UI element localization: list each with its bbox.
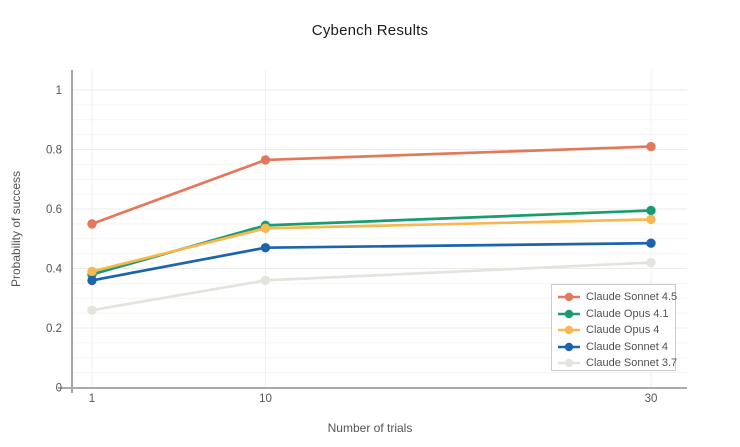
legend-item-label: Claude Opus 4.1	[586, 307, 669, 320]
data-point	[87, 266, 97, 277]
legend-marker-icon	[558, 342, 580, 351]
legend-item-label: Claude Sonnet 4.5	[586, 291, 678, 304]
legend-item: Claude Opus 4.1	[557, 306, 675, 323]
data-point	[87, 305, 97, 315]
legend: Claude Sonnet 4.5 Claude Opus 4.1 Claude O…	[551, 284, 678, 372]
legend-item: Claude Sonnet 3.7	[557, 355, 678, 372]
series-line	[90, 145, 653, 226]
data-point	[87, 275, 97, 286]
y-tick-label: 1	[56, 85, 62, 97]
data-point	[646, 214, 656, 225]
x-tick-label: 1	[89, 393, 95, 405]
legend-item-label: Claude Sonnet 4	[586, 340, 668, 353]
data-point	[646, 238, 656, 248]
y-tick-label: 0.8	[46, 145, 62, 157]
data-point	[646, 205, 656, 216]
y-tick-label: 0	[56, 383, 62, 395]
data-point	[260, 275, 271, 286]
legend-item-label: Claude Opus 4	[586, 324, 660, 337]
data-point	[646, 257, 656, 268]
data-point	[260, 223, 271, 234]
legend-item: Claude Opus 4	[557, 322, 675, 339]
y-tick-label: 0.2	[46, 323, 62, 335]
legend-marker-icon	[558, 293, 580, 302]
legend-item-label: Claude Sonnet 3.7	[586, 357, 678, 370]
y-tick-label: 0.4	[46, 264, 63, 276]
data-point	[646, 141, 656, 152]
x-tick-label: 30	[645, 393, 658, 405]
data-point	[260, 242, 271, 253]
data-point	[87, 219, 97, 229]
y-tick-label: 0.6	[46, 204, 62, 216]
legend-marker-icon	[558, 326, 580, 335]
chart-title: Cybench Results	[311, 22, 429, 39]
legend-marker-icon	[558, 309, 580, 318]
legend-marker-icon	[558, 359, 580, 368]
x-tick-label: 10	[259, 393, 272, 405]
x-axis-title: Number of trials	[327, 421, 413, 435]
data-point	[260, 155, 271, 165]
legend-item: Claude Sonnet 4.5	[557, 289, 678, 306]
legend-item: Claude Sonnet 4	[557, 339, 675, 356]
